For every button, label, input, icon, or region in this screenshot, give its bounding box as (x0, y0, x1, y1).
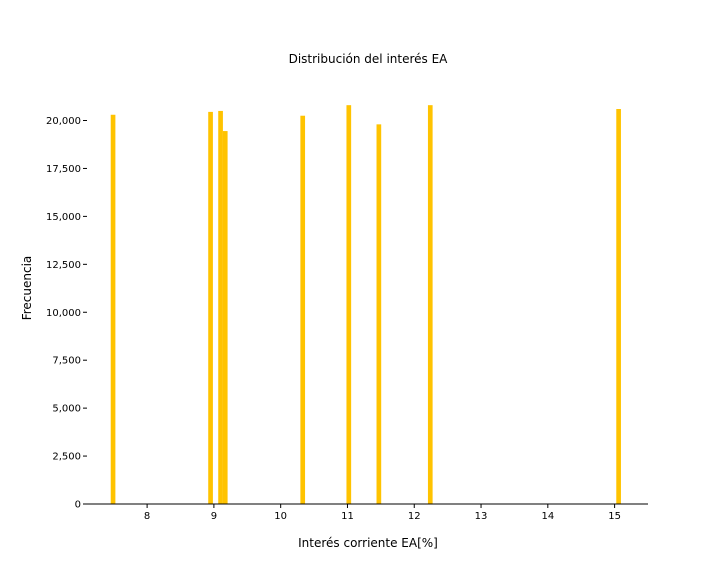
y-tick-label: 12,500 (46, 260, 81, 271)
histogram-bar-5 (346, 105, 352, 505)
histogram-bar-0 (110, 114, 116, 504)
x-tick-label: 12 (408, 511, 421, 522)
x-tick-label: 11 (341, 511, 354, 522)
histogram-bar-4 (300, 115, 306, 504)
x-tick-label: 8 (144, 511, 150, 522)
y-tick-label: 20,000 (46, 116, 81, 127)
bars-group (110, 105, 621, 505)
histogram-bar-7 (427, 105, 433, 505)
x-tick-label: 14 (541, 511, 554, 522)
x-tick-label: 13 (475, 511, 488, 522)
x-axis: 8 9 10 11 12 13 14 15 (87, 503, 648, 522)
histogram-bar-2 (218, 110, 223, 505)
chart-title: Distribución del interés EA (289, 52, 449, 66)
histogram-bar-6 (376, 124, 382, 504)
x-axis-label: Interés corriente EA[%] (298, 536, 438, 550)
y-tick-label: 2,500 (52, 452, 81, 463)
x-tick-label: 15 (608, 511, 621, 522)
histogram-bar-3 (222, 131, 228, 504)
y-tick-label: 0 (75, 500, 81, 511)
histogram-bar-1 (208, 111, 213, 504)
y-tick-label: 17,500 (46, 164, 81, 175)
y-axis: 0 2,500 5,000 7,500 10,000 12,500 15,000 17,500… (46, 116, 87, 511)
y-tick-label: 15,000 (46, 212, 81, 223)
y-tick-label: 7,500 (52, 356, 81, 367)
x-tick-label: 10 (274, 511, 287, 522)
y-tick-label: 5,000 (52, 404, 81, 415)
y-tick-label: 10,000 (46, 308, 81, 319)
histogram-bar-8 (616, 109, 621, 504)
y-axis-label: Frecuencia (20, 256, 34, 321)
x-tick-label: 9 (211, 511, 217, 522)
